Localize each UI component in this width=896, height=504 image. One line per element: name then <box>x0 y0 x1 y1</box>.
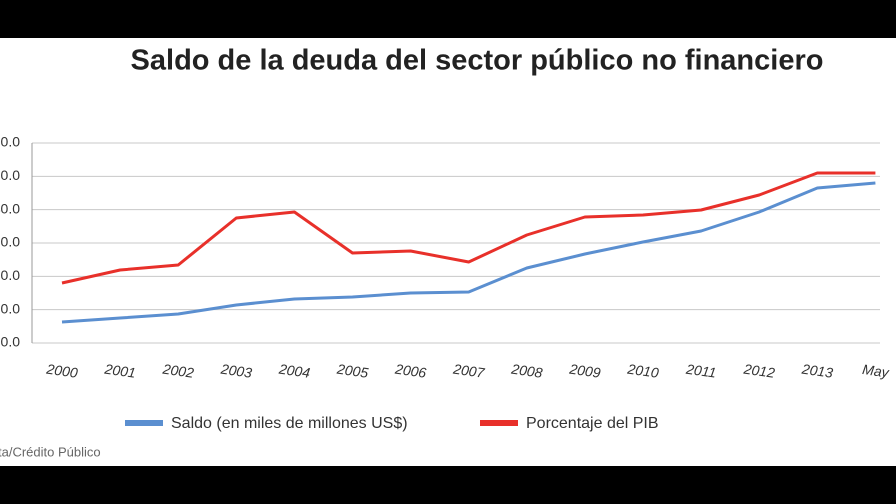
source: ta/Crédito Público <box>0 444 101 459</box>
y-tick-label: 0.0 <box>1 334 21 350</box>
x-tick-label: 2004 <box>277 360 311 380</box>
x-tick-label: 2008 <box>509 360 543 380</box>
series-line <box>61 171 876 285</box>
y-tick-label: 10.0 <box>0 300 20 316</box>
y-tick-label: 30.0 <box>0 234 20 250</box>
y-tick-label: 50.0 <box>0 167 20 183</box>
x-tick-label: 2000 <box>45 360 79 380</box>
x-tick-label: 2009 <box>568 360 602 380</box>
x-tick-label: 2001 <box>103 360 137 380</box>
x-tick-label: 2010 <box>626 360 660 380</box>
y-tick-label: 20.0 <box>0 267 20 283</box>
bottom-bar <box>0 466 896 504</box>
x-tick-label: 2002 <box>161 360 195 380</box>
series-line <box>61 181 876 324</box>
chart-title: Saldo de la deuda del sector público no … <box>131 45 824 77</box>
x-tick-label: 2005 <box>335 360 369 380</box>
top-bar <box>0 0 896 38</box>
x-tick-label: 2013 <box>800 360 834 380</box>
x-tick-label: 2003 <box>219 360 253 380</box>
x-tick-label: 2012 <box>742 360 776 380</box>
x-tick-label: May <box>861 361 890 381</box>
x-tick-label: 2011 <box>684 361 717 381</box>
x-tick-label: 2006 <box>393 360 427 380</box>
legend-label: Porcentaje del PIB <box>526 415 659 432</box>
y-tick-label: 60.0 <box>0 134 20 150</box>
y-tick-label: 40.0 <box>0 200 20 216</box>
x-tick-label: 2007 <box>451 360 486 380</box>
legend-label: Saldo (en miles de millones US$) <box>171 415 408 432</box>
